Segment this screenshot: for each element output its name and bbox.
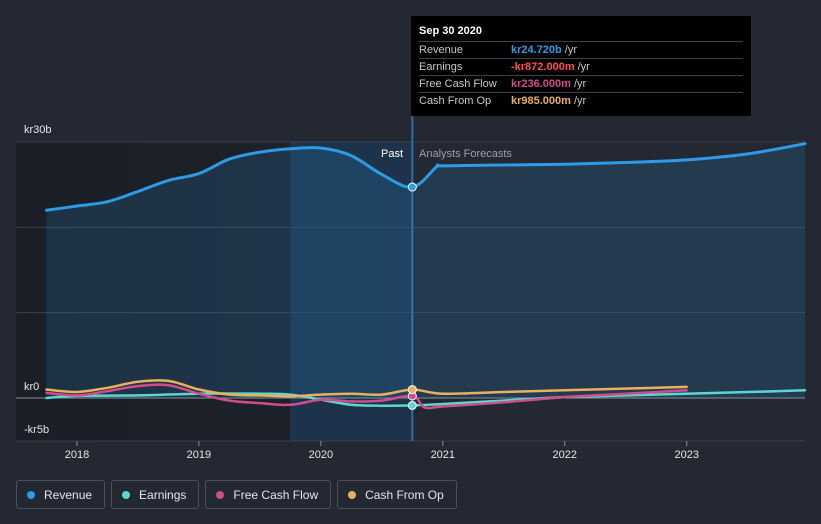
cash-from-op-line: [45, 379, 688, 398]
forecast-label: Analysts Forecasts: [419, 148, 512, 160]
legend-label: Revenue: [44, 487, 93, 502]
free-cash-flow-line: [45, 383, 688, 410]
tooltip-unit: /yr: [573, 95, 587, 107]
tooltip-value: kr985.000m: [511, 95, 571, 107]
tooltip-unit: /yr: [573, 78, 587, 90]
revenue-dot-icon: [27, 490, 35, 499]
y-tick-label-neg-kr5b: -kr5b: [24, 424, 49, 436]
revenue-line: [44, 142, 807, 212]
tooltip-name: Revenue: [419, 44, 464, 56]
tooltip-name: Cash From Op: [419, 95, 492, 107]
earnings-marker: [407, 400, 417, 410]
tooltip-row-revenue: Revenue kr24.720b /yr: [419, 41, 743, 58]
x-tick-label-2018: 2018: [65, 449, 89, 461]
revenue-marker: [407, 182, 417, 192]
x-tick-label-2019: 2019: [187, 449, 211, 461]
legend-item-cash-from-op[interactable]: Cash From Op: [337, 480, 457, 509]
legend-item-earnings[interactable]: Earnings: [111, 480, 200, 509]
x-tick-label-2020: 2020: [309, 449, 333, 461]
tooltip-value: kr236.000m: [511, 78, 571, 90]
legend: Revenue Earnings Free Cash Flow Cash Fro…: [16, 480, 457, 509]
legend-label: Earnings: [139, 487, 187, 502]
highlight-region: [290, 142, 413, 441]
revenue-area: [46, 143, 805, 398]
earnings-dot-icon: [122, 490, 131, 499]
cash-from-op-marker: [407, 385, 417, 395]
tooltip-row-earnings: Earnings -kr872.000m /yr: [419, 58, 743, 75]
tooltip: Sep 30 2020 Revenue kr24.720b /yr Earnin…: [411, 16, 751, 116]
y-tick-label-kr30b: kr30b: [24, 124, 52, 136]
cash-from-op-dot-icon: [348, 490, 357, 499]
tooltip-value: kr24.720b: [511, 44, 562, 56]
y-tick-label-kr0: kr0: [24, 381, 39, 393]
tooltip-row-cash-from-op: Cash From Op kr985.000m /yr: [419, 92, 743, 109]
tooltip-unit: /yr: [577, 61, 590, 73]
legend-label: Free Cash Flow: [233, 487, 319, 502]
x-tick-label-2023: 2023: [674, 449, 698, 461]
tooltip-name: Free Cash Flow: [419, 78, 497, 90]
free-cash-flow-dot-icon: [216, 490, 225, 499]
tooltip-value: -kr872.000m: [511, 61, 575, 73]
x-tick-label-2022: 2022: [553, 449, 577, 461]
tooltip-unit: /yr: [564, 44, 577, 56]
legend-label: Cash From Op: [365, 487, 444, 502]
tooltip-row-free-cash-flow: Free Cash Flow kr236.000m /yr: [419, 75, 743, 92]
legend-item-free-cash-flow[interactable]: Free Cash Flow: [205, 480, 332, 509]
past-label: Past: [381, 148, 403, 160]
legend-item-revenue[interactable]: Revenue: [16, 480, 106, 509]
tooltip-date: Sep 30 2020: [419, 25, 482, 37]
x-tick-label-2021: 2021: [431, 449, 455, 461]
tooltip-name: Earnings: [419, 61, 463, 73]
earnings-line: [45, 389, 807, 407]
